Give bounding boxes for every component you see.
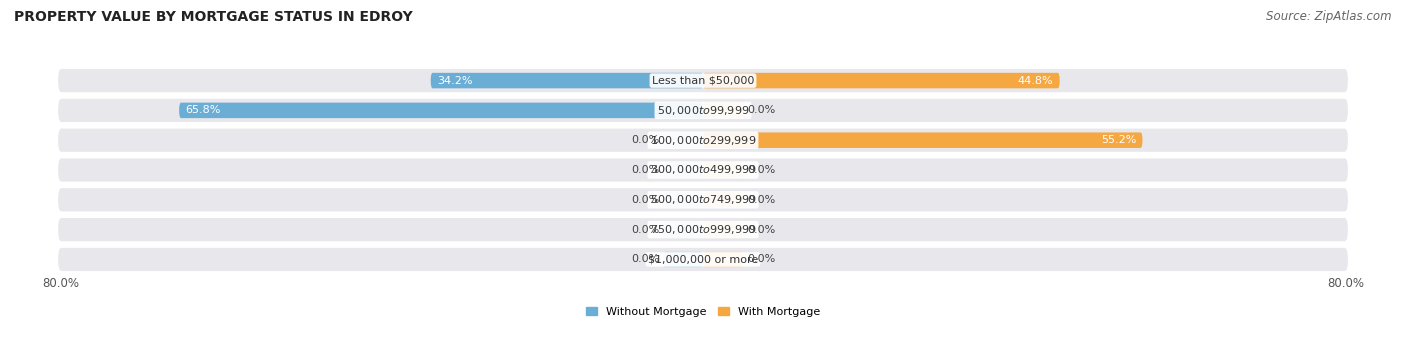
FancyBboxPatch shape — [664, 222, 703, 237]
Text: 65.8%: 65.8% — [186, 105, 221, 115]
Text: PROPERTY VALUE BY MORTGAGE STATUS IN EDROY: PROPERTY VALUE BY MORTGAGE STATUS IN EDR… — [14, 10, 413, 24]
Text: $100,000 to $299,999: $100,000 to $299,999 — [650, 134, 756, 147]
Text: 0.0%: 0.0% — [631, 135, 659, 145]
Text: 55.2%: 55.2% — [1101, 135, 1136, 145]
FancyBboxPatch shape — [58, 69, 1348, 92]
FancyBboxPatch shape — [58, 158, 1348, 182]
FancyBboxPatch shape — [58, 188, 1348, 211]
FancyBboxPatch shape — [703, 162, 742, 178]
Text: $1,000,000 or more: $1,000,000 or more — [648, 254, 758, 265]
FancyBboxPatch shape — [703, 192, 742, 207]
FancyBboxPatch shape — [664, 252, 703, 267]
FancyBboxPatch shape — [664, 162, 703, 178]
Text: 0.0%: 0.0% — [631, 195, 659, 205]
Text: 0.0%: 0.0% — [747, 165, 775, 175]
FancyBboxPatch shape — [58, 99, 1348, 122]
Text: 0.0%: 0.0% — [747, 225, 775, 235]
Text: 0.0%: 0.0% — [747, 105, 775, 115]
Text: Source: ZipAtlas.com: Source: ZipAtlas.com — [1267, 10, 1392, 23]
Legend: Without Mortgage, With Mortgage: Without Mortgage, With Mortgage — [582, 302, 824, 321]
FancyBboxPatch shape — [703, 133, 1143, 148]
Text: 34.2%: 34.2% — [437, 75, 472, 86]
Text: $50,000 to $99,999: $50,000 to $99,999 — [657, 104, 749, 117]
FancyBboxPatch shape — [179, 103, 703, 118]
FancyBboxPatch shape — [58, 129, 1348, 152]
Text: 80.0%: 80.0% — [42, 277, 79, 290]
Text: 44.8%: 44.8% — [1018, 75, 1053, 86]
FancyBboxPatch shape — [58, 218, 1348, 241]
Text: 0.0%: 0.0% — [631, 254, 659, 265]
FancyBboxPatch shape — [703, 222, 742, 237]
Text: 0.0%: 0.0% — [747, 195, 775, 205]
Text: 80.0%: 80.0% — [1327, 277, 1364, 290]
FancyBboxPatch shape — [664, 192, 703, 207]
Text: $750,000 to $999,999: $750,000 to $999,999 — [650, 223, 756, 236]
Text: 0.0%: 0.0% — [631, 225, 659, 235]
FancyBboxPatch shape — [703, 103, 742, 118]
Text: Less than $50,000: Less than $50,000 — [652, 75, 754, 86]
Text: 0.0%: 0.0% — [747, 254, 775, 265]
Text: $500,000 to $749,999: $500,000 to $749,999 — [650, 193, 756, 206]
FancyBboxPatch shape — [703, 73, 1060, 88]
FancyBboxPatch shape — [703, 252, 742, 267]
FancyBboxPatch shape — [58, 248, 1348, 271]
Text: 0.0%: 0.0% — [631, 165, 659, 175]
FancyBboxPatch shape — [664, 133, 703, 148]
Text: $300,000 to $499,999: $300,000 to $499,999 — [650, 164, 756, 176]
FancyBboxPatch shape — [430, 73, 703, 88]
